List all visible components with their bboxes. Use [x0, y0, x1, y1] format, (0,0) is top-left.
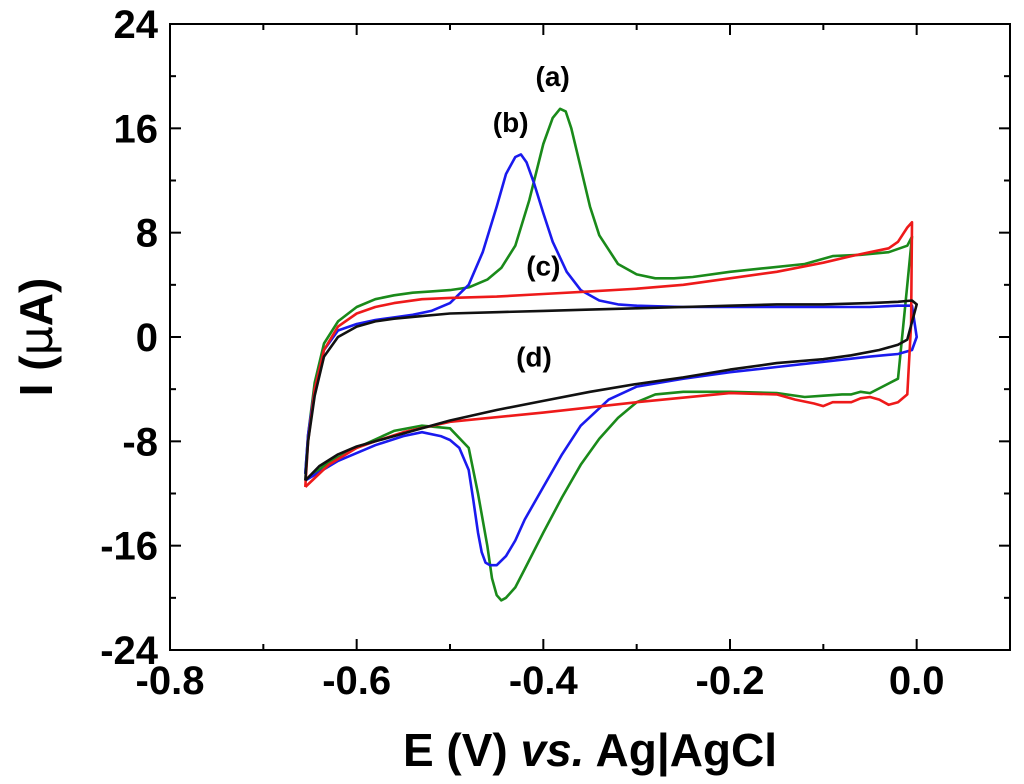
y-tick-label: -16: [100, 525, 158, 569]
curve-annotation-label: (a): [536, 61, 570, 92]
y-axis-title-mu: μ: [9, 326, 63, 355]
y-tick-label: -24: [100, 629, 159, 673]
curves-layer: [304, 107, 918, 602]
y-axis-title-post: A): [10, 278, 62, 327]
tick-labels-layer: -0.8 -0.6 -0.4 -0.2 0.0 24 16 8 0 -8 -16 -24: [100, 3, 944, 703]
curve-annotation-label: (b): [493, 107, 529, 138]
curve-annotation-label: (d): [516, 342, 552, 373]
y-tick-label: 24: [114, 3, 159, 47]
series-b-line: [304, 153, 918, 567]
y-tick-label: -8: [122, 420, 158, 464]
curve-annotation-label: (c): [526, 250, 560, 281]
x-tick-label: -0.4: [509, 659, 579, 703]
series-a-line: [304, 107, 914, 602]
x-tick-label: -0.8: [136, 659, 205, 703]
ticks-layer: [169, 23, 1011, 651]
x-axis-title-vs: vs.: [521, 724, 585, 776]
x-axis-title-main: E (V): [403, 724, 521, 776]
x-axis-title: E (V) vs. Ag|AgCl: [403, 724, 777, 776]
x-tick-label: -0.2: [696, 659, 765, 703]
y-axis-title-pre: I (: [10, 355, 62, 397]
x-tick-label: -0.6: [322, 659, 391, 703]
y-axis-title: I (μA): [9, 278, 63, 397]
y-tick-label: 0: [136, 316, 158, 360]
y-tick-label: 16: [114, 107, 159, 151]
y-tick-label: 8: [136, 212, 158, 256]
plot-frame: [169, 23, 1011, 651]
x-axis-title-reference: Ag|AgCl: [584, 724, 777, 776]
annotations-layer: (a)(b) (c) (d): [493, 61, 570, 372]
series-c-line: [304, 220, 914, 488]
series-d-line: [304, 299, 918, 482]
x-tick-label: 0.0: [889, 659, 945, 703]
